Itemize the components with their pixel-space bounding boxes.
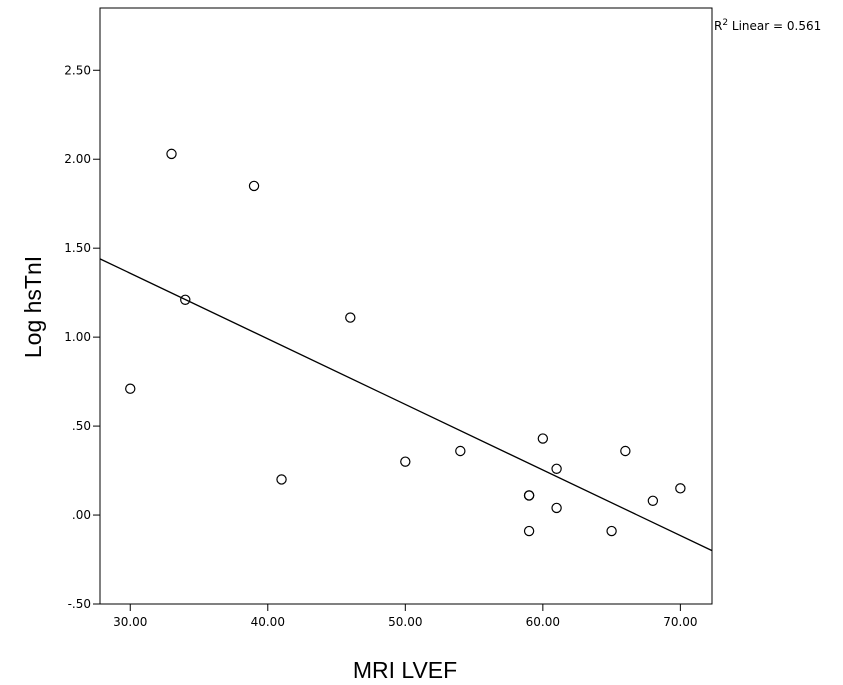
data-point: [551, 463, 562, 474]
y-tick-label: .50: [72, 419, 91, 433]
y-tick-label: -.50: [68, 597, 91, 611]
x-tick-label: 40.00: [251, 615, 285, 629]
y-tick-label: 2.50: [64, 63, 91, 77]
data-point: [523, 490, 535, 501]
data-point: [180, 294, 191, 305]
data-point: [276, 474, 287, 485]
data-point: [647, 495, 659, 507]
x-axis-title: MRI LVEF: [353, 657, 457, 683]
x-tick-label: 60.00: [526, 615, 560, 629]
r2-label-sup: 2: [722, 18, 728, 28]
data-point: [400, 456, 411, 467]
data-point: [523, 525, 535, 537]
y-axis-ticks: -.50 .00 .50 1.00 1.50 2.00 2.50: [64, 63, 100, 611]
r2-label-rest: Linear = 0.561: [728, 19, 821, 33]
data-point: [345, 312, 356, 323]
plot-area: [99, 7, 713, 605]
data-point: [606, 525, 617, 537]
x-tick-label: 50.00: [388, 615, 422, 629]
fit-line: [99, 258, 713, 552]
data-point: [166, 148, 177, 160]
data-point: [455, 445, 466, 457]
x-axis-ticks: 30.00 40.00 50.00 60.00 70.00: [113, 604, 698, 629]
data-point: [125, 383, 136, 394]
x-tick-label: 70.00: [663, 615, 697, 629]
y-tick-label: 2.00: [64, 152, 91, 166]
r2-label: R2 Linear = 0.561: [714, 18, 821, 33]
data-point: [537, 433, 549, 444]
y-tick-label: 1.50: [64, 241, 91, 255]
y-tick-label: .00: [72, 508, 91, 522]
x-tick-label: 30.00: [113, 615, 147, 629]
fit-line-group: [99, 258, 713, 552]
data-point: [675, 483, 686, 494]
data-point: [551, 502, 562, 514]
scatter-points: [125, 148, 686, 537]
y-axis-title: Log hsTnI: [20, 256, 46, 358]
data-point: [248, 180, 260, 192]
y-tick-label: 1.00: [64, 330, 91, 344]
data-point: [620, 445, 631, 457]
r2-label-base: R: [714, 19, 722, 33]
